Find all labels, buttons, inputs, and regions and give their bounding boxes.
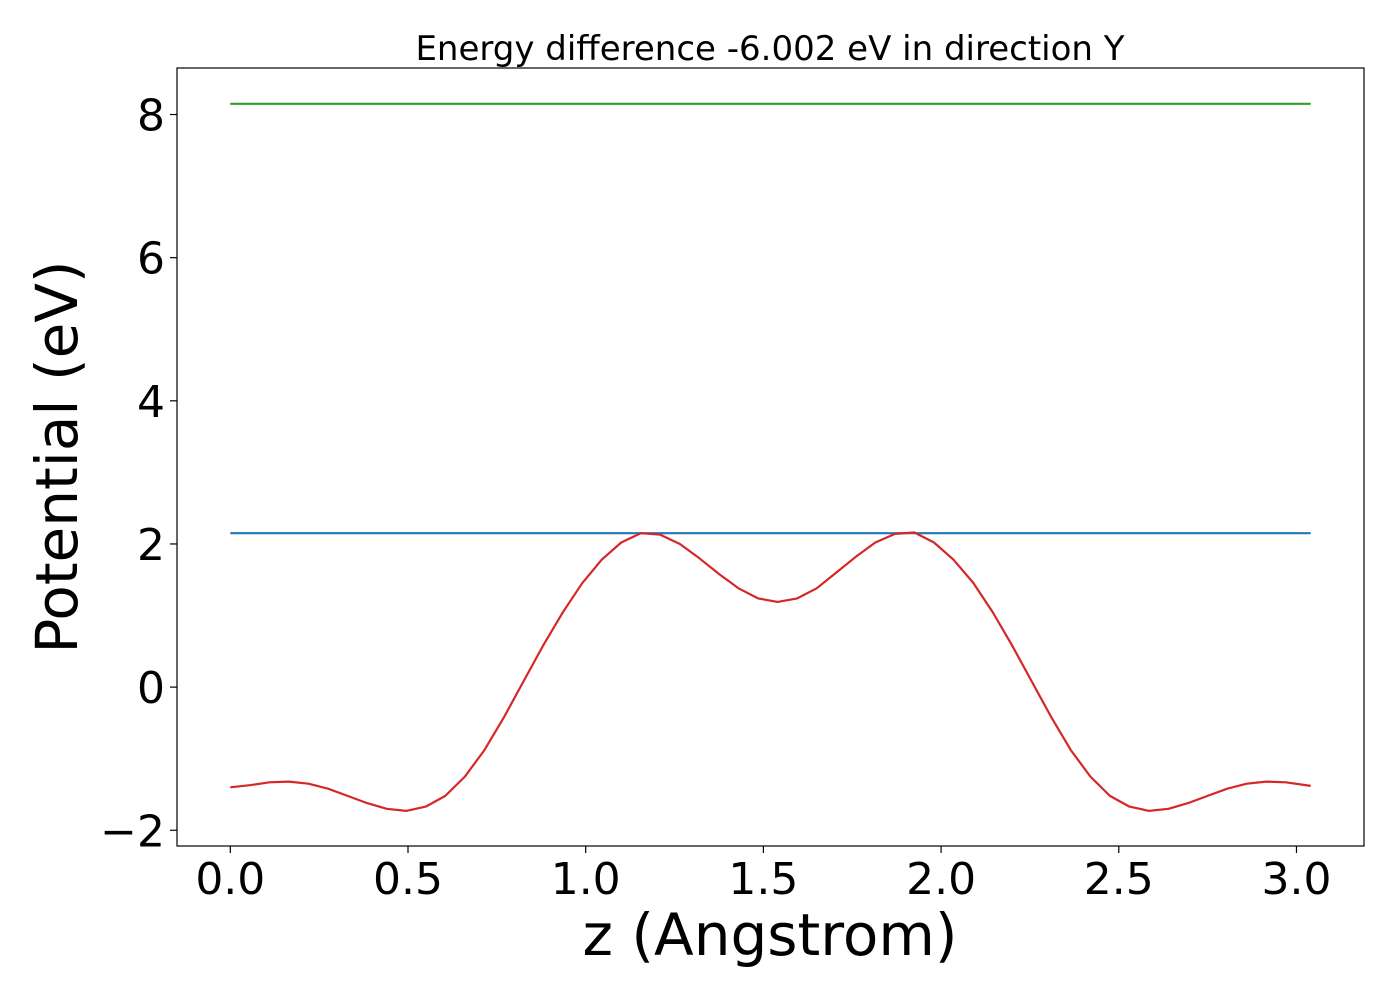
x-tick-label: 3.0 (1261, 854, 1331, 905)
series-layer (230, 102, 1311, 813)
y-tick-label: 6 (137, 234, 165, 285)
x-tick-label: 0.5 (373, 854, 443, 905)
x-tick-label: 0.0 (195, 854, 265, 905)
x-tick-label: 2.0 (906, 854, 976, 905)
x-axis-label: z (Angstrom) (583, 901, 958, 969)
y-tick-label: −2 (100, 806, 165, 857)
y-axis: −2 0 2 4 6 8 (100, 91, 177, 857)
x-tick-label: 1.5 (728, 854, 798, 905)
plot-frame (176, 67, 1365, 847)
y-tick-label: 4 (137, 377, 165, 428)
chart-title: Energy difference -6.002 eV in direction… (415, 29, 1124, 69)
y-tick-label: 2 (137, 520, 165, 571)
series-line-2 (230, 531, 1311, 813)
y-tick-label: 8 (137, 91, 165, 142)
x-tick-label: 2.5 (1084, 854, 1154, 905)
x-axis: 0.0 0.5 1.0 1.5 2.0 2.5 3.0 (195, 846, 1331, 905)
y-tick-label: 0 (137, 663, 165, 714)
y-axis-label: Potential (eV) (23, 260, 91, 653)
x-tick-label: 1.0 (551, 854, 621, 905)
